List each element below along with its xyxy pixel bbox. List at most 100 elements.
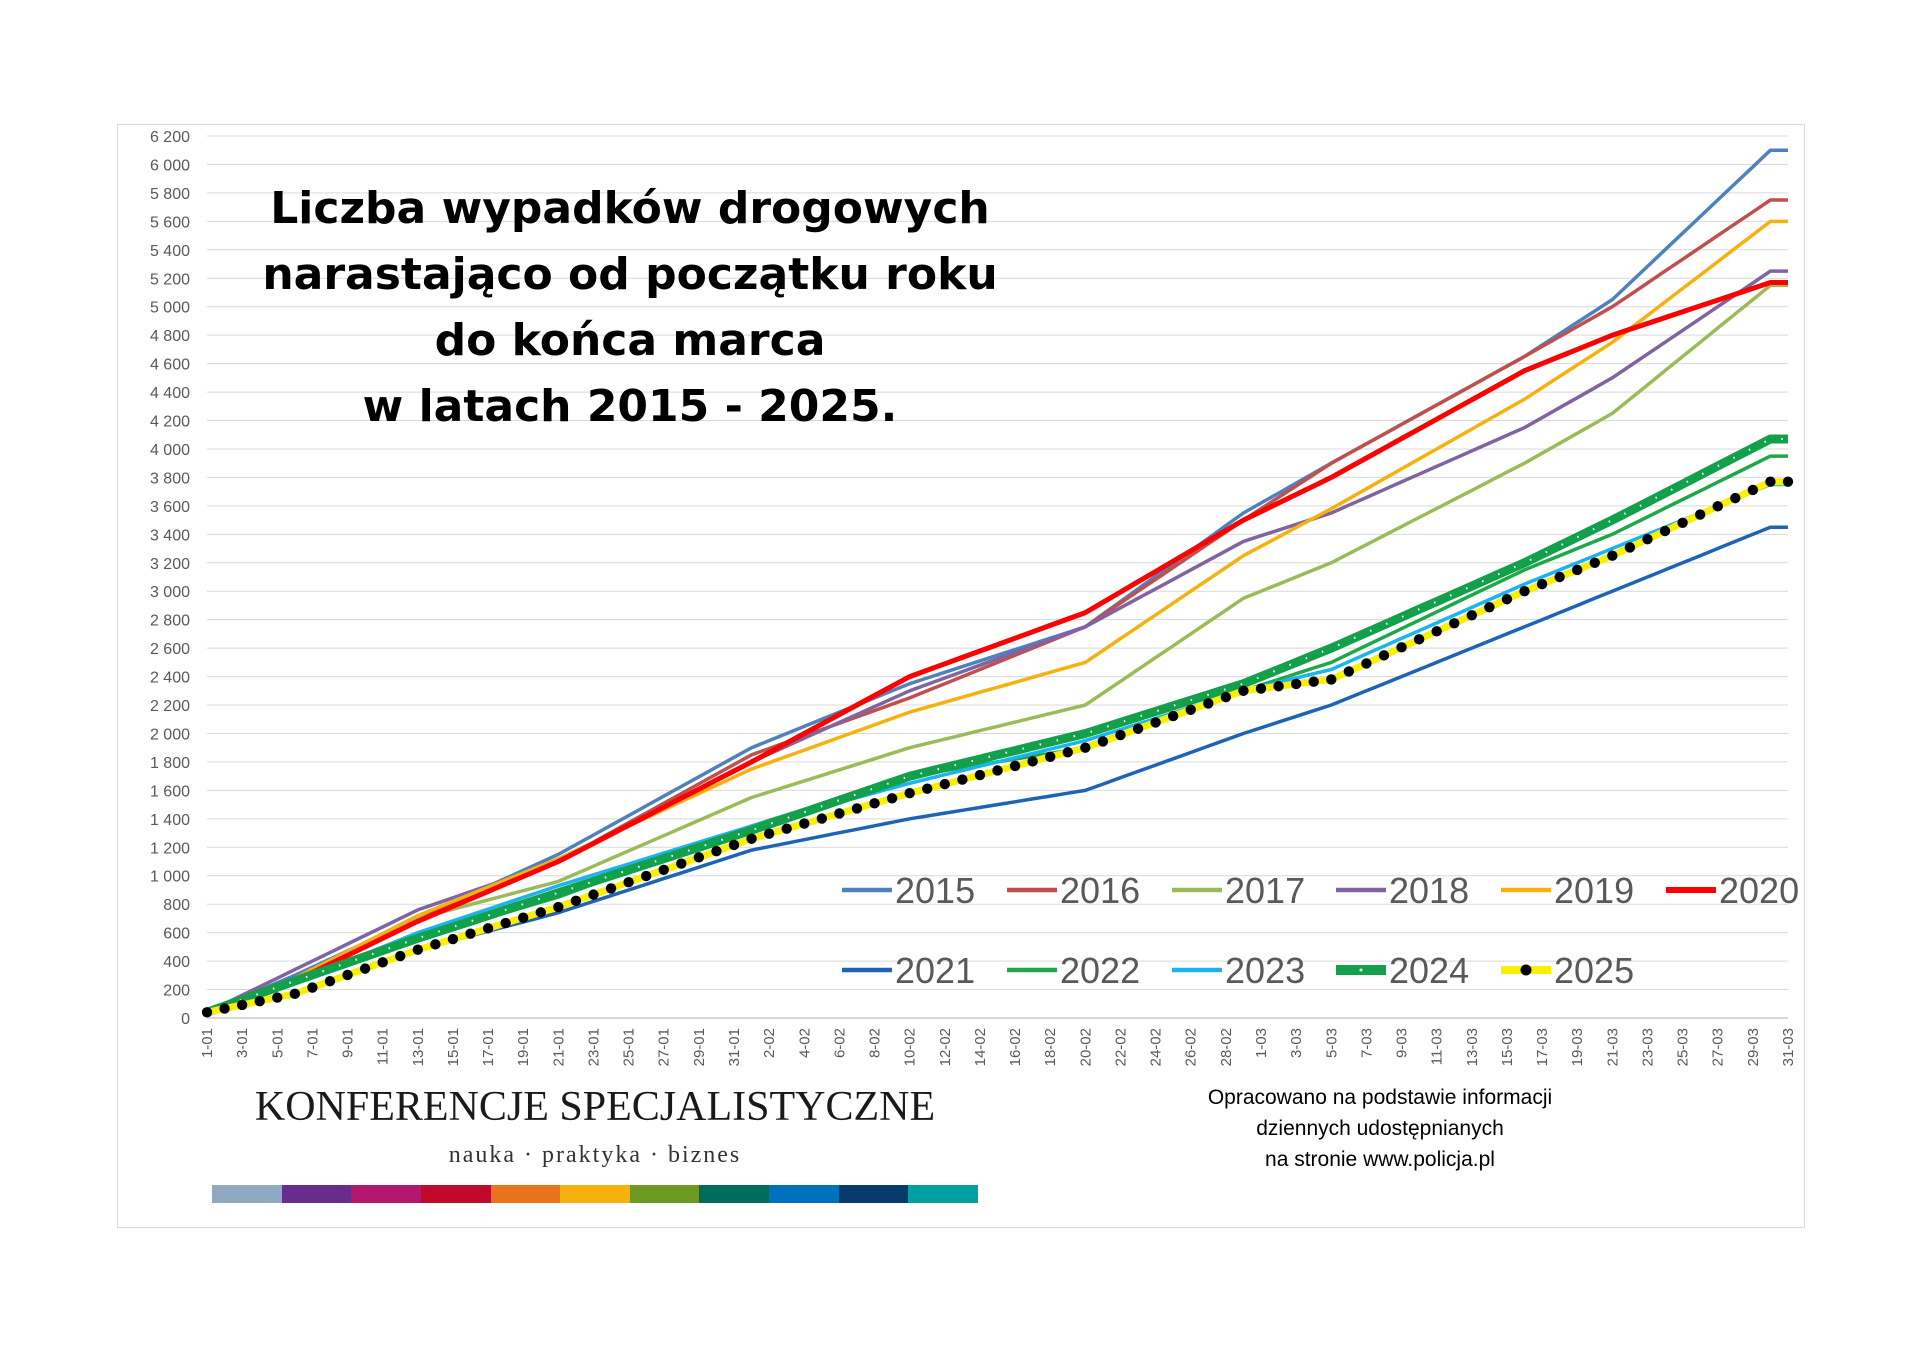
- series-line-2019: [206, 219, 1788, 1014]
- point-2025: [1185, 704, 1196, 715]
- point-2025: [1413, 634, 1425, 645]
- legend-item-2025: 2025: [1501, 950, 1634, 991]
- legend-label: 2015: [895, 870, 975, 911]
- point-2025: [447, 933, 459, 945]
- brand-bar-segment: [420, 1185, 491, 1203]
- y-tick-label: 5 600: [150, 214, 190, 231]
- legend-swatch-dot: [1359, 968, 1363, 972]
- point-2025: [1449, 618, 1460, 629]
- y-tick-label: 2 000: [150, 726, 190, 743]
- point-2025: [1484, 602, 1495, 613]
- legend-item-2020: 2020: [1666, 870, 1799, 911]
- point-2025: [1501, 594, 1513, 605]
- y-tick-label: 4 600: [150, 357, 190, 374]
- point-2025: [1097, 736, 1109, 747]
- y-tick-label: 5 800: [150, 186, 190, 203]
- y-tick-label: 1 800: [150, 755, 190, 772]
- point-2025: [1378, 650, 1390, 661]
- x-tick-label: 9-03: [1394, 1028, 1411, 1058]
- point-2025: [219, 1003, 230, 1014]
- x-tick-label: 9-01: [340, 1028, 357, 1058]
- x-tick-label: 27-03: [1710, 1028, 1727, 1066]
- y-tick-label: 6 000: [150, 157, 190, 174]
- brand-bar-segment: [699, 1185, 770, 1203]
- point-2025: [1273, 681, 1284, 692]
- point-2025: [1132, 723, 1144, 734]
- x-tick-label: 20-02: [1077, 1028, 1094, 1066]
- legend-item-2018: 2018: [1336, 870, 1469, 911]
- series-2024: [205, 434, 1788, 1017]
- legend-label: 2020: [1719, 870, 1799, 911]
- point-2025: [1659, 525, 1671, 537]
- point-2025: [658, 864, 669, 875]
- point-2025: [763, 828, 775, 839]
- point-2025: [974, 769, 986, 781]
- legend-item-2024: 2024: [1336, 950, 1469, 991]
- point-2025: [1765, 476, 1776, 487]
- point-2025: [904, 788, 915, 799]
- brand-bar-segment: [908, 1185, 979, 1203]
- brand-logo: KONFERENCJE SPECJALISTYCZNE nauka · prak…: [212, 1082, 978, 1169]
- x-tick-label: 24-02: [1148, 1028, 1165, 1066]
- series-2019: [206, 219, 1788, 1014]
- point-2025: [1431, 626, 1442, 637]
- point-2025: [1062, 747, 1073, 758]
- point-2025: [922, 783, 933, 794]
- x-tick-label: 7-03: [1358, 1028, 1375, 1058]
- x-tick-label: 14-02: [972, 1028, 989, 1066]
- x-tick-label: 26-02: [1183, 1028, 1200, 1066]
- point-2025: [1290, 678, 1302, 690]
- point-2025: [359, 963, 371, 974]
- point-2025: [1642, 534, 1653, 545]
- y-tick-label: 4 400: [150, 385, 190, 402]
- x-tick-label: 25-01: [621, 1028, 638, 1066]
- legend-item-2016: 2016: [1007, 870, 1140, 911]
- y-tick-label: 800: [163, 897, 190, 914]
- source-line-2: dziennych udostępnianych: [1256, 1117, 1504, 1140]
- y-tick-label: 400: [163, 954, 190, 971]
- x-tick-label: 6-02: [831, 1028, 848, 1058]
- point-2025: [1624, 542, 1636, 553]
- point-2025: [781, 823, 792, 834]
- brand-bar-segment: [212, 1185, 282, 1203]
- point-2025: [1782, 476, 1794, 487]
- brand-bar-segment: [769, 1185, 839, 1203]
- point-2025: [201, 1007, 213, 1018]
- point-2025: [799, 818, 810, 829]
- point-2025: [1554, 571, 1565, 583]
- x-tick-label: 12-02: [937, 1028, 954, 1066]
- x-tick-label: 3-03: [1288, 1028, 1305, 1058]
- series-2017: [206, 283, 1788, 1014]
- point-2025: [816, 813, 828, 824]
- point-2025: [1519, 586, 1530, 597]
- point-2025: [1150, 717, 1161, 728]
- x-tick-label: 4-02: [796, 1028, 813, 1058]
- point-2025: [465, 928, 476, 939]
- x-tick-label: 19-01: [515, 1028, 532, 1066]
- x-tick-label: 10-02: [902, 1028, 919, 1066]
- point-2025: [992, 765, 1003, 776]
- point-2025: [728, 839, 740, 851]
- point-2025: [1712, 501, 1723, 512]
- brand-tagline: nauka · praktyka · biznes: [448, 1142, 742, 1168]
- point-2025: [1009, 760, 1021, 772]
- brand-bar-segment: [629, 1185, 700, 1203]
- x-tick-label: 25-03: [1675, 1028, 1692, 1066]
- point-2025: [395, 950, 406, 962]
- legend-label: 2025: [1554, 950, 1634, 991]
- point-2025: [1203, 698, 1214, 709]
- y-tick-label: 4 000: [150, 442, 190, 459]
- x-tick-label: 17-01: [480, 1028, 497, 1066]
- point-2025: [254, 996, 265, 1007]
- legend-item-2021: 2021: [842, 950, 975, 991]
- legend-item-2017: 2017: [1172, 870, 1305, 911]
- point-2025: [430, 939, 441, 950]
- point-2025: [886, 793, 898, 804]
- brand-bar-segment: [351, 1185, 421, 1203]
- legend-item-2015: 2015: [842, 870, 975, 911]
- source-line-3: na stronie www.policja.pl: [1265, 1148, 1495, 1171]
- legend-swatch-dot: [1520, 964, 1532, 976]
- brand-bar-segment: [281, 1185, 352, 1203]
- series-2020: [206, 280, 1788, 1015]
- point-2025: [1326, 674, 1337, 685]
